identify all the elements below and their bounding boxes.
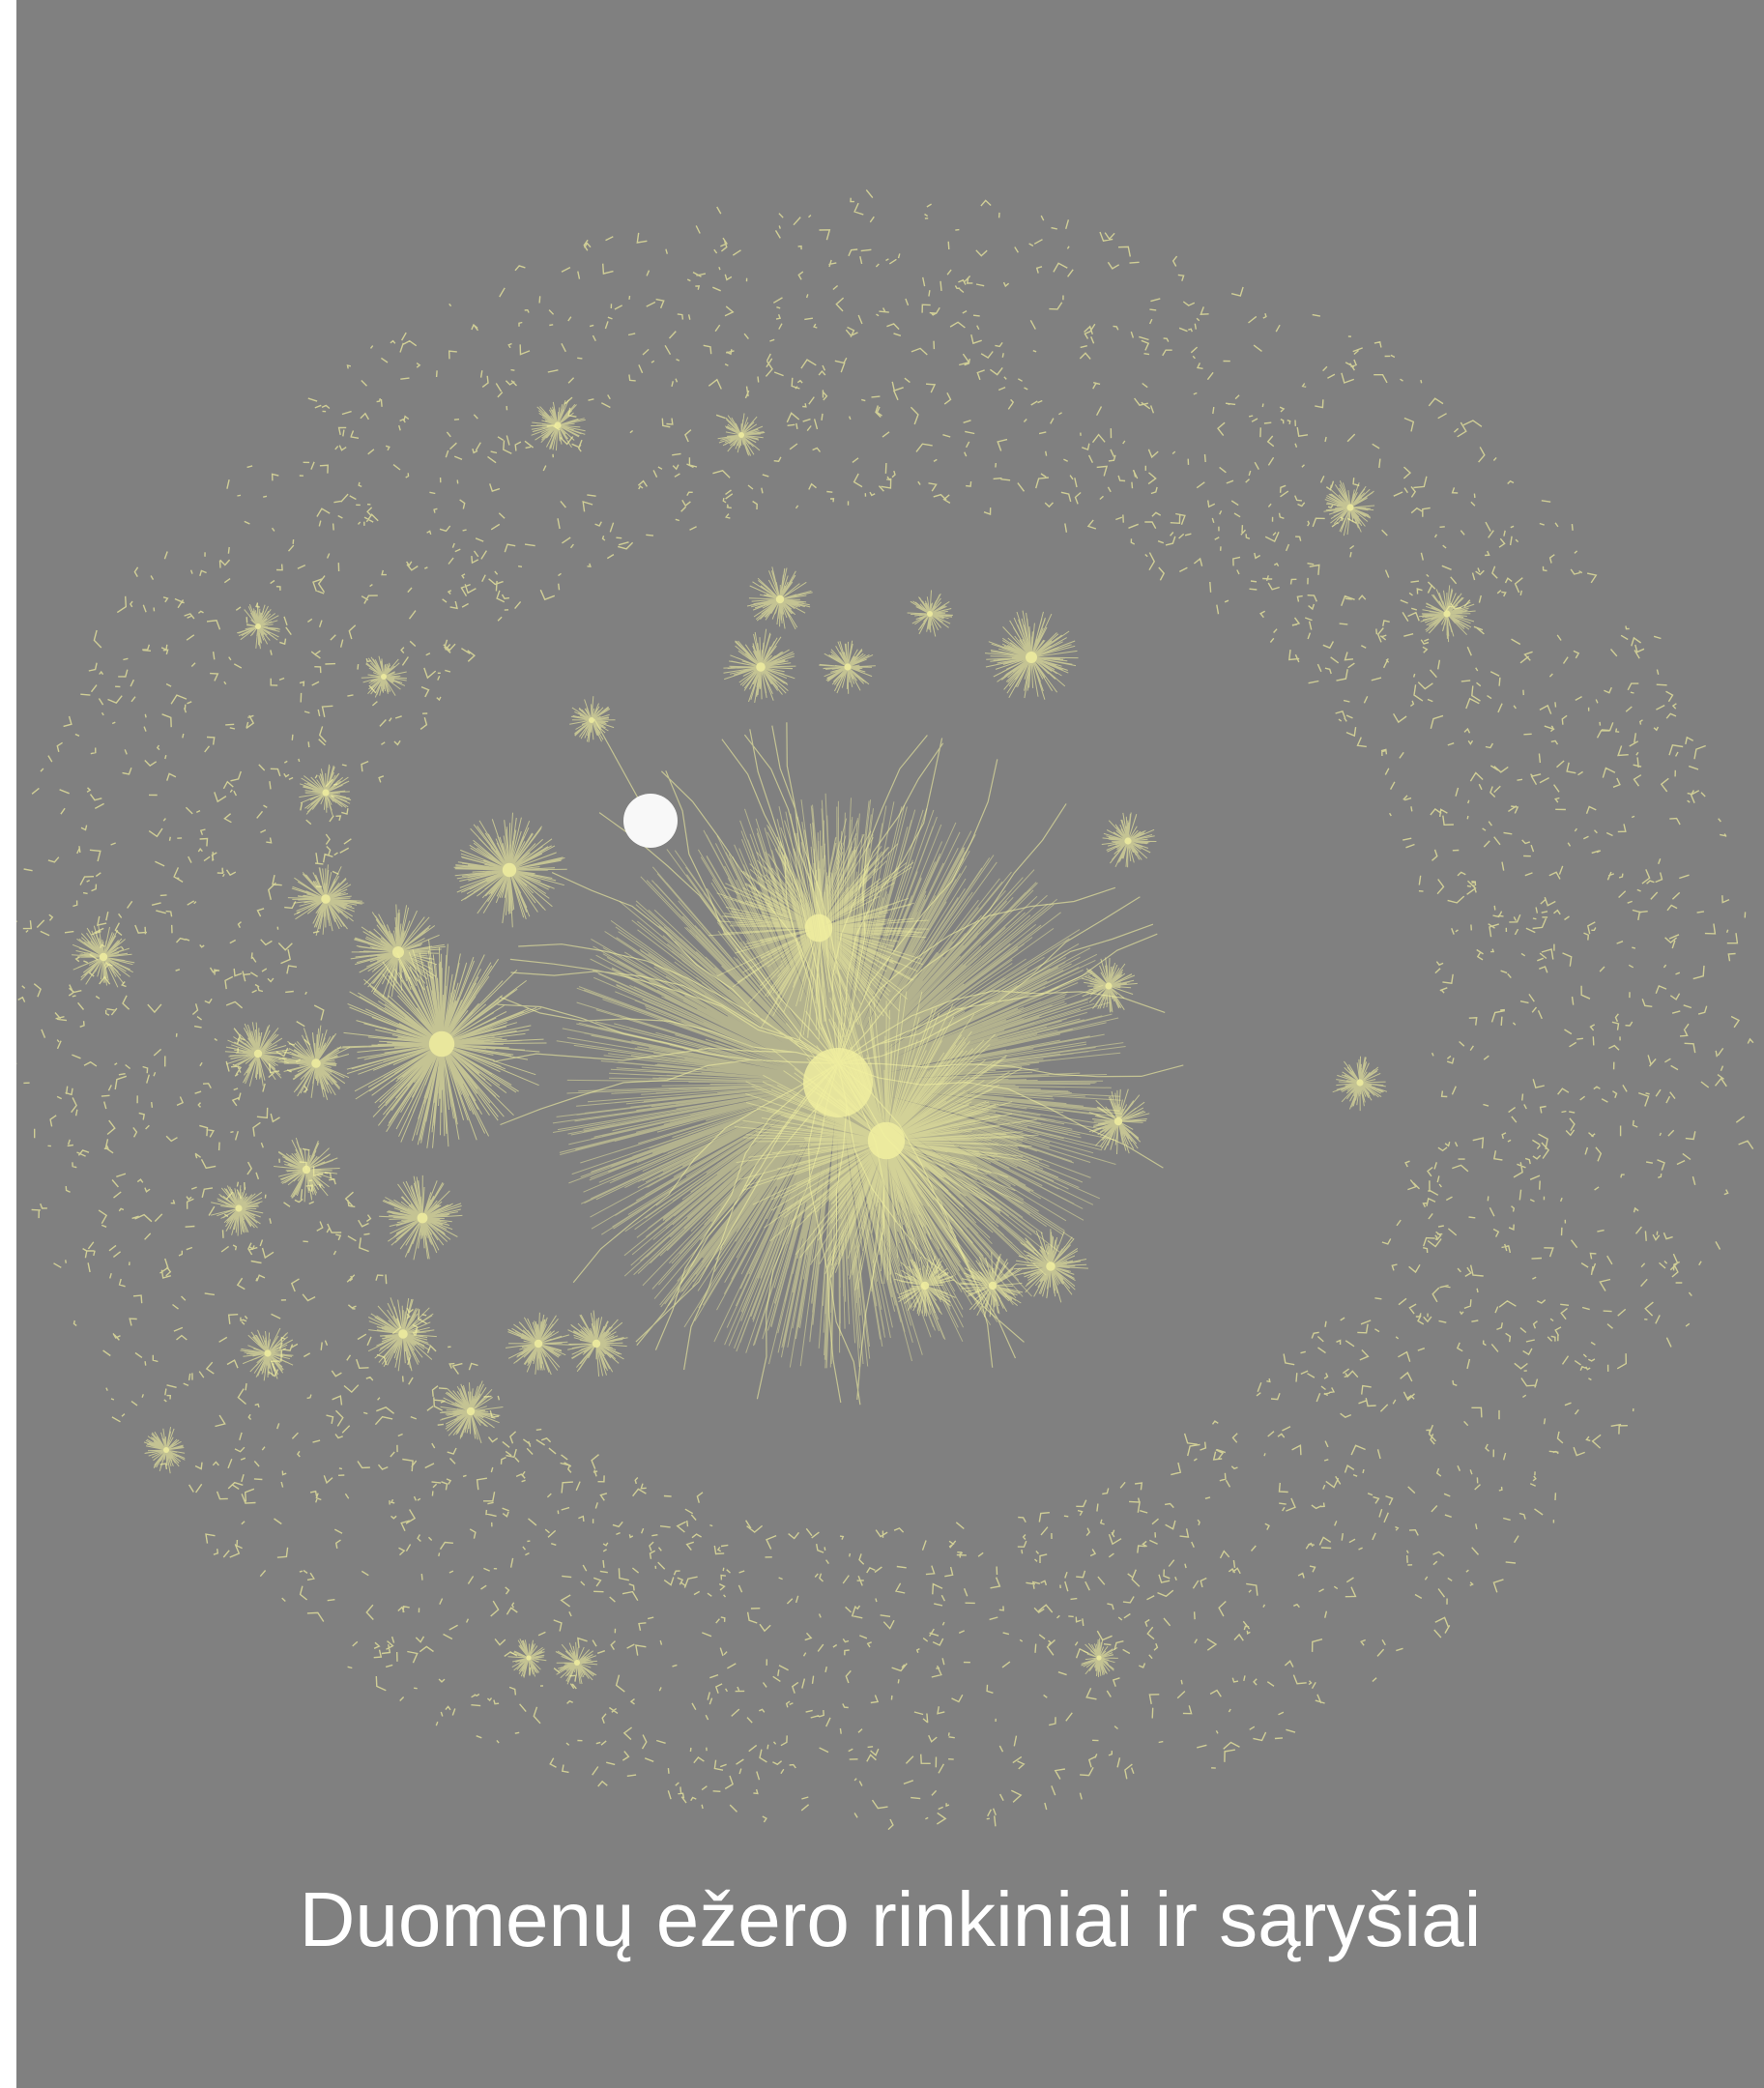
cluster-node (1346, 504, 1354, 511)
cluster-burst (555, 1641, 598, 1685)
cluster-burst (240, 1327, 294, 1381)
cluster-burst (894, 1256, 956, 1317)
cluster-burst (1323, 480, 1375, 536)
cluster-node (844, 663, 852, 671)
cluster-burst (734, 991, 1039, 1292)
cluster-node (1096, 1655, 1102, 1661)
cluster-node (738, 432, 744, 438)
cluster-burst (569, 696, 616, 742)
cluster-node (311, 1058, 321, 1068)
cluster-burst (367, 1297, 437, 1372)
cluster-burst (72, 925, 135, 988)
highlight-node (623, 794, 678, 848)
cluster-burst (274, 1137, 340, 1203)
cluster-burst (1088, 1088, 1150, 1155)
cluster-node (920, 1281, 930, 1290)
cluster-burst (1418, 585, 1476, 643)
cluster-node (927, 611, 933, 617)
cluster-node (554, 421, 562, 429)
cluster-burst (440, 1380, 504, 1444)
cluster-node (255, 624, 261, 629)
cluster-node (592, 1339, 601, 1348)
cluster-burst (336, 940, 547, 1148)
cluster-branches (493, 722, 1184, 1406)
cluster-node (1113, 1116, 1123, 1126)
cluster-node (398, 1329, 408, 1339)
cluster-burst (984, 610, 1079, 700)
cluster-burst (717, 413, 766, 456)
cluster-burst (210, 1185, 264, 1236)
cluster-burst (224, 1022, 292, 1087)
cluster-node (589, 717, 594, 723)
cluster-node (867, 1121, 906, 1160)
cluster-burst (1101, 812, 1157, 868)
cluster-node (775, 594, 785, 604)
cluster-node (1124, 837, 1132, 845)
cluster-node (1026, 652, 1037, 663)
cluster-node (428, 1030, 455, 1058)
cluster-node (99, 952, 108, 962)
cluster-node (163, 1447, 169, 1453)
network-graph (16, 188, 1754, 1831)
cluster-burst (299, 764, 352, 816)
cluster-node (235, 1204, 243, 1212)
cluster-burst (453, 812, 567, 928)
cluster-node (466, 1406, 476, 1416)
visualization-background: Duomenų ežero rinkiniai ir sąryšiai (16, 0, 1764, 2088)
cluster-node (756, 662, 766, 672)
cluster-burst (350, 904, 446, 1000)
cluster-burst (746, 566, 813, 630)
cluster-burst (277, 1025, 351, 1100)
cluster-node (392, 946, 404, 958)
cluster-node (417, 1212, 428, 1224)
cluster-node (321, 894, 331, 904)
cluster-node (502, 862, 517, 878)
cluster-node (1356, 1079, 1364, 1087)
cluster-node (574, 1660, 580, 1666)
cluster-burst (567, 1310, 628, 1377)
cluster-burst (907, 590, 954, 637)
cluster-burst (361, 655, 408, 698)
cluster-burst (819, 640, 876, 694)
cluster-node (1046, 1262, 1056, 1271)
cluster-burst (1081, 1638, 1118, 1677)
cluster-burst (959, 1252, 1024, 1318)
outer-fragments (16, 188, 1754, 1831)
cluster-burst (379, 1174, 463, 1261)
cluster-node (534, 1339, 543, 1348)
cluster-burst (723, 628, 796, 703)
cluster-node (322, 789, 330, 797)
cluster-burst (505, 1312, 572, 1376)
cluster-burst (1332, 1056, 1388, 1112)
cluster-node (1105, 982, 1113, 990)
cluster-burst (1013, 1229, 1088, 1303)
cluster-node (381, 674, 387, 680)
cluster-node (1443, 610, 1451, 618)
cluster-node (253, 1049, 263, 1058)
cluster-burst (287, 864, 364, 937)
cluster-burst (143, 1427, 186, 1474)
cluster-burst (507, 1638, 547, 1678)
cluster-burst (531, 399, 586, 451)
caption: Duomenų ežero rinkiniai ir sąryšiai (299, 1876, 1482, 1962)
cluster-burst (1081, 957, 1138, 1013)
cluster-burst (236, 602, 280, 650)
cluster-node (264, 1349, 272, 1357)
cluster-node (302, 1165, 311, 1174)
cluster-node (988, 1281, 998, 1290)
cluster-node (526, 1655, 532, 1661)
